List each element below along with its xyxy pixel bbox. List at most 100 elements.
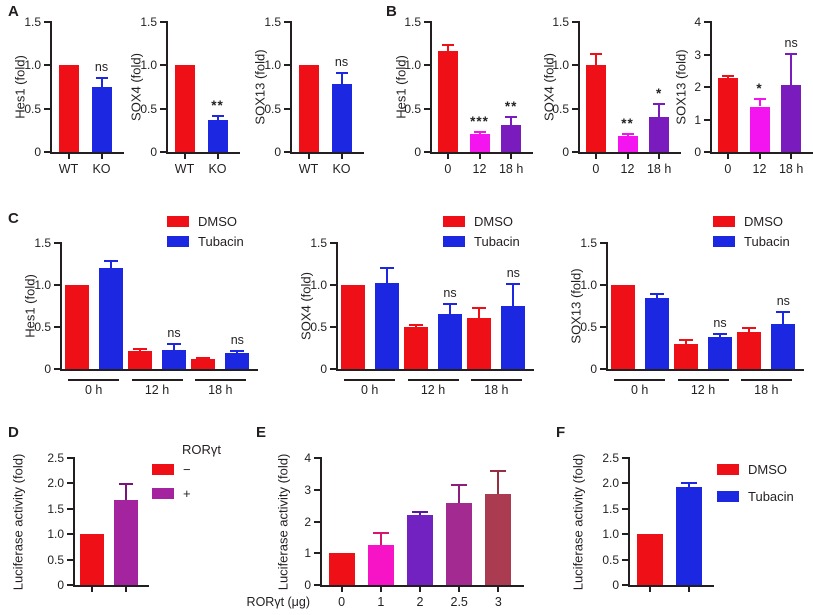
bar-tubacin-12h [438, 313, 462, 369]
group-underline [194, 379, 246, 381]
bar-tubacin-0h [98, 268, 123, 369]
bar-dmso-18h [191, 358, 216, 369]
y-axis-tick [314, 457, 320, 459]
error-bar-cap [679, 339, 693, 342]
error-bar [790, 53, 793, 86]
y-axis-tick [54, 242, 60, 244]
chart-a-sox13: SOX13 (fold) 0 0.5 1.0 1.5 WT ns KO [247, 8, 498, 202]
x-axis-tick [758, 154, 761, 159]
x-tick-label: 0 [724, 162, 732, 176]
error-bar [512, 284, 515, 306]
legend-swatch [443, 216, 465, 227]
bar-2.5 [446, 503, 473, 585]
bar-0 [585, 65, 606, 152]
x-tick-label: 0 [592, 162, 600, 176]
error-bar [726, 75, 729, 79]
legend-entry: + [152, 486, 221, 501]
bar-WT [58, 65, 79, 152]
x-axis-tick [91, 587, 93, 592]
x-group-label: 18 h [754, 383, 779, 397]
bar-x0 [80, 534, 104, 585]
x-axis-tick [67, 154, 70, 159]
error-bar [748, 327, 751, 333]
error-bar-cap [742, 326, 757, 329]
y-tick-label: 0 [44, 362, 51, 376]
error-bar [510, 117, 513, 126]
x-axis-tick [497, 587, 500, 592]
x-axis-line [320, 585, 524, 587]
y-tick-label: 1.0 [580, 278, 597, 292]
chart-a-sox4: SOX4 (fold) 0 0.5 1.0 1.5 WT ** KO [123, 8, 374, 202]
group-underline [407, 379, 459, 381]
y-tick-label: 2.0 [47, 476, 64, 491]
bar-x1 [675, 487, 702, 585]
x-axis-tick [340, 154, 343, 159]
legend: DMSO Tubacin [713, 214, 790, 254]
panel-label-d: D [8, 424, 19, 441]
y-axis-tick [572, 107, 578, 110]
group-underline [677, 379, 729, 381]
legend-entry: DMSO [713, 214, 790, 229]
chart-e-luciferase: Luciferase activity (fold) 0 1 2 3 4 0 1 2 2.5 3 RO… [247, 428, 658, 615]
error-bar-cap [506, 283, 521, 286]
y-axis-tick [600, 284, 606, 286]
panel-label-f: F [556, 424, 566, 441]
x-axis-tick [446, 154, 449, 159]
error-bar-cap [589, 53, 602, 56]
legend-swatch [167, 236, 189, 247]
y-axis-tick [284, 107, 290, 110]
significance-label: ns [443, 286, 457, 301]
x-tick-label: 12 [620, 162, 635, 176]
error-bar [758, 99, 761, 107]
panel-label-c: C [8, 210, 19, 227]
error-bar [139, 348, 141, 352]
chart-f-luciferase: Luciferase activity (fold) 0 0.5 1.0 1.5 2.0 2… [571, 428, 813, 615]
y-axis-tick [314, 552, 320, 555]
legend-label: Tubacin [744, 234, 790, 249]
bar-dmso-0h [340, 285, 365, 369]
y-axis-tick [424, 21, 430, 23]
error-bar-cap [621, 132, 634, 135]
x-axis-title: RORγt (μg) [246, 595, 310, 609]
x-axis-line [628, 585, 714, 587]
y-axis-tick [44, 21, 50, 23]
y-axis-tick [44, 151, 50, 153]
y-tick-label: 1.0 [34, 278, 51, 292]
bar-tubacin-18h [225, 353, 250, 369]
y-tick-label: 4 [694, 15, 701, 29]
error-bar [685, 340, 687, 344]
legend-entry: DMSO [167, 214, 244, 229]
y-axis-tick [622, 533, 628, 536]
y-tick-label: 0.5 [580, 320, 597, 334]
legend-label: Tubacin [748, 489, 794, 504]
y-tick-label: 0.5 [264, 101, 281, 116]
legend-swatch [717, 491, 739, 502]
y-axis-tick [600, 326, 606, 328]
x-axis-tick [648, 587, 651, 592]
x-axis-tick [125, 587, 127, 592]
bar-0 [328, 553, 355, 585]
significance-label: ns [334, 55, 349, 70]
y-axis-title: Luciferase activity (fold) [570, 453, 586, 590]
x-axis-line [60, 369, 258, 371]
error-bar-cap [680, 482, 697, 485]
legend-label: DMSO [748, 462, 787, 477]
bar-12 [749, 106, 770, 152]
error-bar [419, 512, 421, 515]
bar-0 [437, 50, 458, 152]
y-tick-label: 1.5 [34, 236, 51, 250]
bar-12 [617, 135, 638, 152]
error-bar [446, 45, 449, 51]
group-underline [131, 379, 183, 381]
y-axis-tick [67, 558, 73, 561]
x-tick-label: 2.5 [450, 595, 468, 609]
group-underline [344, 379, 396, 381]
legend: DMSO Tubacin [167, 214, 244, 254]
y-tick-label: 0 [694, 145, 701, 159]
y-axis-tick [67, 507, 73, 510]
chart-a-hes1: Hes1 (fold) 0 0.5 1.0 1.5 WT ns KO [7, 8, 258, 202]
y-tick-label: 1 [304, 546, 311, 561]
y-axis-tick [572, 21, 578, 23]
y-axis-tick [330, 284, 336, 286]
y-axis-title: Luciferase activity (fold) [10, 453, 26, 590]
